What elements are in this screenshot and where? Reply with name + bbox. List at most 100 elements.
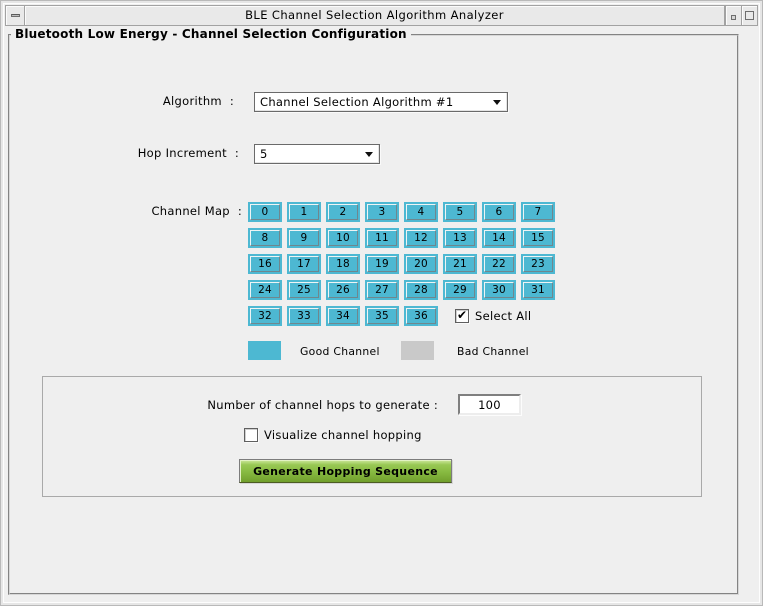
channel-button-label: 6 [484, 204, 514, 220]
select-all-checkbox-row: ✔ Select All [455, 309, 531, 323]
channel-button-label: 17 [289, 256, 319, 272]
channel-button-label: 7 [523, 204, 553, 220]
select-all-label: Select All [475, 309, 532, 323]
channel-button-label: 1 [289, 204, 319, 220]
hop-increment-dropdown-value: 5 [260, 147, 268, 161]
visualize-label: Visualize channel hopping [264, 428, 422, 442]
algorithm-dropdown[interactable]: Channel Selection Algorithm #1 [254, 92, 508, 112]
channel-button-label: 4 [406, 204, 436, 220]
channel-button-14[interactable]: 14 [482, 228, 516, 248]
channel-button-0[interactable]: 0 [248, 202, 282, 222]
channel-button-label: 24 [250, 282, 280, 298]
channel-button-label: 27 [367, 282, 397, 298]
config-groupbox-label: Bluetooth Low Energy - Channel Selection… [11, 27, 411, 41]
channel-button-19[interactable]: 19 [365, 254, 399, 274]
channel-button-10[interactable]: 10 [326, 228, 360, 248]
channel-button-label: 13 [445, 230, 475, 246]
chevron-down-icon [365, 151, 373, 157]
channel-button-label: 21 [445, 256, 475, 272]
channel-button-31[interactable]: 31 [521, 280, 555, 300]
minimize-button[interactable] [725, 5, 742, 26]
channel-button-label: 9 [289, 230, 319, 246]
channel-button-label: 11 [367, 230, 397, 246]
channel-button-7[interactable]: 7 [521, 202, 555, 222]
hop-increment-dropdown[interactable]: 5 [254, 144, 380, 164]
channel-button-label: 22 [484, 256, 514, 272]
channel-button-2[interactable]: 2 [326, 202, 360, 222]
channel-button-23[interactable]: 23 [521, 254, 555, 274]
hop-increment-label: Hop Increment : [137, 146, 239, 160]
channel-button-22[interactable]: 22 [482, 254, 516, 274]
channel-button-label: 10 [328, 230, 358, 246]
channel-button-11[interactable]: 11 [365, 228, 399, 248]
channel-button-15[interactable]: 15 [521, 228, 555, 248]
channel-button-label: 35 [367, 308, 397, 324]
channel-button-28[interactable]: 28 [404, 280, 438, 300]
generate-hopping-sequence-button[interactable]: Generate Hopping Sequence [239, 459, 452, 483]
visualize-checkbox[interactable]: ✔ [244, 428, 258, 442]
channel-button-label: 26 [328, 282, 358, 298]
check-icon: ✔ [456, 308, 468, 322]
channel-button-16[interactable]: 16 [248, 254, 282, 274]
channel-button-8[interactable]: 8 [248, 228, 282, 248]
hops-count-input[interactable] [458, 394, 521, 415]
chevron-down-icon [493, 99, 501, 105]
channel-button-label: 31 [523, 282, 553, 298]
channel-button-36[interactable]: 36 [404, 306, 438, 326]
channel-button-label: 19 [367, 256, 397, 272]
channel-button-35[interactable]: 35 [365, 306, 399, 326]
algorithm-dropdown-value: Channel Selection Algorithm #1 [260, 95, 454, 109]
channel-button-5[interactable]: 5 [443, 202, 477, 222]
bad-channel-swatch [401, 341, 434, 360]
channel-button-label: 36 [406, 308, 436, 324]
channel-button-20[interactable]: 20 [404, 254, 438, 274]
channel-button-label: 2 [328, 204, 358, 220]
channel-button-label: 29 [445, 282, 475, 298]
channel-button-24[interactable]: 24 [248, 280, 282, 300]
channel-button-27[interactable]: 27 [365, 280, 399, 300]
algorithm-label: Algorithm : [162, 94, 234, 108]
channel-button-21[interactable]: 21 [443, 254, 477, 274]
channel-button-label: 18 [328, 256, 358, 272]
channel-button-1[interactable]: 1 [287, 202, 321, 222]
bad-channel-label: Bad Channel [457, 345, 529, 358]
channel-button-4[interactable]: 4 [404, 202, 438, 222]
channel-button-label: 15 [523, 230, 553, 246]
visualize-checkbox-row: ✔ Visualize channel hopping [244, 428, 422, 442]
channel-button-29[interactable]: 29 [443, 280, 477, 300]
window-title: BLE Channel Selection Algorithm Analyzer [24, 5, 725, 26]
channel-button-6[interactable]: 6 [482, 202, 516, 222]
channel-button-label: 12 [406, 230, 436, 246]
channel-button-9[interactable]: 9 [287, 228, 321, 248]
channel-button-34[interactable]: 34 [326, 306, 360, 326]
good-channel-label: Good Channel [300, 345, 380, 358]
minimize-icon [731, 15, 736, 20]
channel-button-26[interactable]: 26 [326, 280, 360, 300]
channel-button-33[interactable]: 33 [287, 306, 321, 326]
channel-button-label: 28 [406, 282, 436, 298]
channel-button-12[interactable]: 12 [404, 228, 438, 248]
select-all-checkbox[interactable]: ✔ [455, 309, 469, 323]
generate-panel [42, 376, 702, 497]
channel-grid: 0 1 2 3 4 5 6 7 8 9 10 11 12 13 14 15 16 17 18 19 20 21 22 23 24… [248, 202, 555, 326]
window-menu-icon [10, 14, 20, 17]
channel-button-label: 16 [250, 256, 280, 272]
channel-button-3[interactable]: 3 [365, 202, 399, 222]
channel-button-label: 34 [328, 308, 358, 324]
channel-button-label: 8 [250, 230, 280, 246]
window-menu-button[interactable] [5, 5, 25, 26]
channel-button-18[interactable]: 18 [326, 254, 360, 274]
hops-count-label: Number of channel hops to generate : [207, 398, 438, 412]
channel-button-25[interactable]: 25 [287, 280, 321, 300]
good-channel-swatch [248, 341, 281, 360]
channel-button-label: 30 [484, 282, 514, 298]
channel-button-30[interactable]: 30 [482, 280, 516, 300]
channel-button-label: 32 [250, 308, 280, 324]
channel-button-17[interactable]: 17 [287, 254, 321, 274]
channel-button-32[interactable]: 32 [248, 306, 282, 326]
channel-button-label: 23 [523, 256, 553, 272]
channel-map-label: Channel Map : [151, 204, 242, 218]
maximize-button[interactable] [741, 5, 758, 26]
channel-button-13[interactable]: 13 [443, 228, 477, 248]
